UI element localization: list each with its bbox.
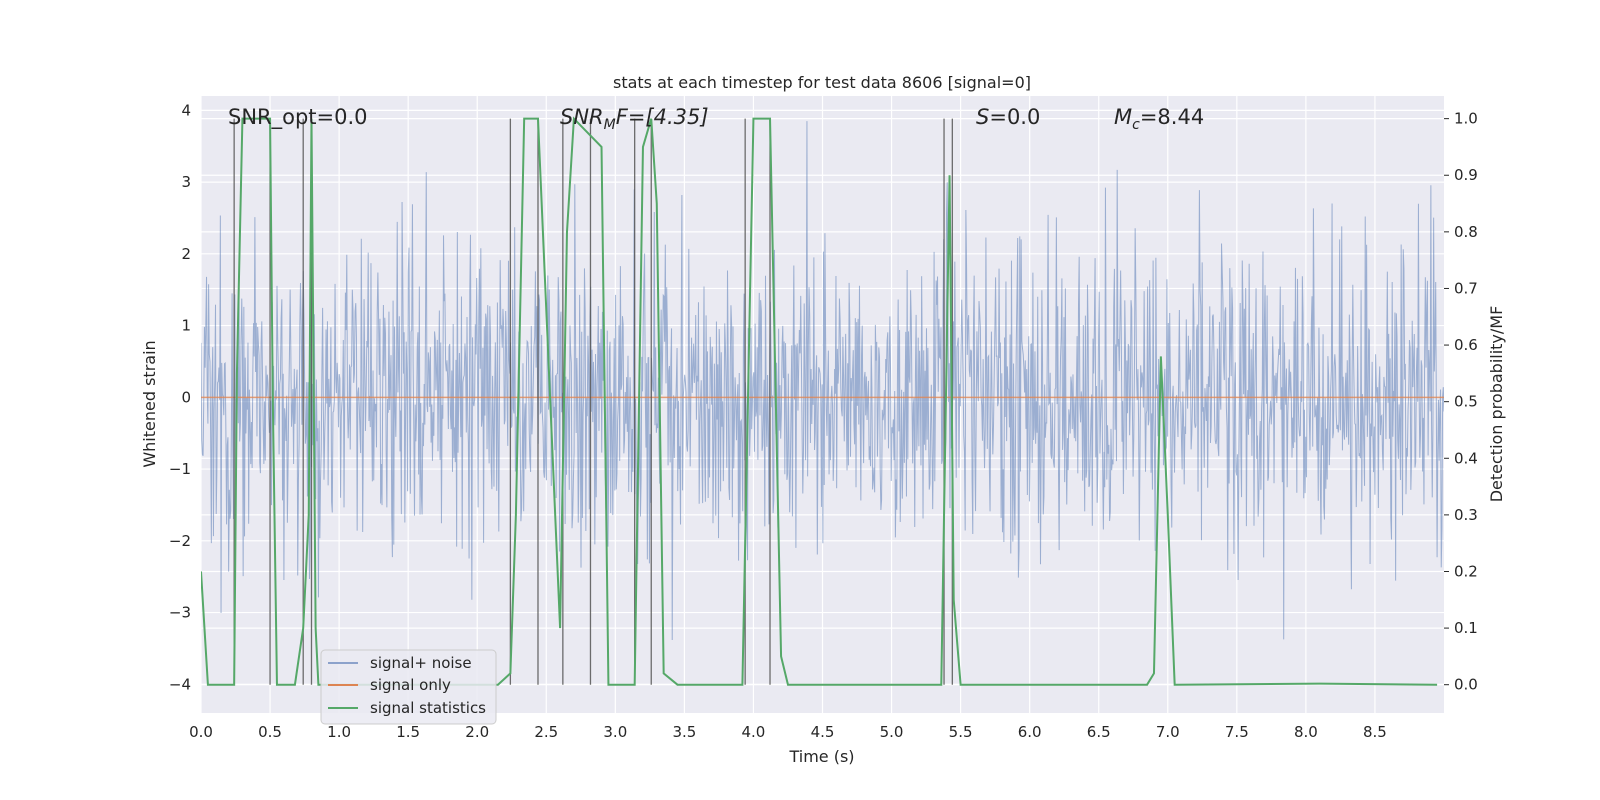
x-tick-label: 6.0: [1018, 723, 1042, 741]
y-left-tick-label: 3: [181, 173, 191, 191]
y-right-tick-label: 0.3: [1454, 506, 1478, 524]
mc-subscript: c: [1132, 117, 1140, 133]
x-tick-label: 2.0: [465, 723, 489, 741]
annotation-snr-opt-text: SNR_opt=0.0: [228, 105, 368, 130]
y-left-tick-label: −3: [169, 604, 191, 622]
signal-statistics-series: [201, 116, 1438, 686]
snr-mf-subscript: M: [604, 117, 616, 133]
x-tick-label: 3.0: [603, 723, 627, 741]
x-tick-label: 1.5: [396, 723, 420, 741]
y-right-tick-label: 0.4: [1454, 449, 1478, 467]
legend-label-signal-statistics: signal statistics: [370, 699, 486, 717]
y-right-tick-label: 0.8: [1454, 223, 1478, 241]
y-left-tick-label: −2: [169, 532, 191, 550]
x-tick-label: 0.5: [258, 723, 282, 741]
x-tick-label: 1.0: [327, 723, 351, 741]
x-tick-label: 7.0: [1156, 723, 1180, 741]
x-tick-label: 6.5: [1087, 723, 1111, 741]
x-tick-label: 5.5: [949, 723, 973, 741]
annotation-mc-text: =8.44: [1140, 105, 1204, 129]
y-right-tick-label: 0.0: [1454, 676, 1478, 694]
y-left-tick-label: −1: [169, 460, 191, 478]
y-left-tick-label: 4: [181, 101, 191, 119]
x-tick-label: 8.0: [1294, 723, 1318, 741]
legend-label-signal-noise: signal+ noise: [370, 654, 472, 672]
y-right-tick-label: 0.2: [1454, 562, 1478, 580]
y-right-tick-label: 0.1: [1454, 619, 1478, 637]
x-axis-ticks: 0.0 0.5 1.0 1.5 2.0 2.5 3.0 3.5 4.0 4.5 5.0 5.5 6.0 6…: [189, 723, 1387, 741]
s-symbol: S: [976, 105, 989, 129]
mc-base: M: [1114, 105, 1132, 129]
y-right-axis-label: Detection probability/MF: [1487, 306, 1506, 503]
legend-label-signal-only: signal only: [370, 676, 451, 694]
marker-lines: [233, 118, 953, 685]
annotation-snr-mf: SNRMF=[4.35]: [560, 105, 709, 133]
x-tick-label: 4.5: [811, 723, 835, 741]
annotation-mc: Mc=8.44: [1114, 105, 1204, 133]
x-axis-label: Time (s): [788, 747, 854, 766]
y-right-tick-label: 0.9: [1454, 166, 1478, 184]
y-left-axis-label: Whitened strain: [140, 340, 159, 467]
y-right-tick-label: 0.7: [1454, 279, 1478, 297]
y-left-axis-ticks: 4 3 2 1 0 −1 −2 −3 −4: [169, 101, 191, 693]
x-tick-label: 7.5: [1225, 723, 1249, 741]
x-tick-label: 0.0: [189, 723, 213, 741]
chart-title: stats at each timestep for test data 860…: [613, 73, 1031, 92]
x-tick-label: 4.0: [742, 723, 766, 741]
y-left-tick-label: 2: [181, 245, 191, 263]
legend: signal+ noise signal only signal statist…: [320, 649, 497, 725]
y-left-tick-label: 0: [181, 388, 191, 406]
signal-statistics-line: [201, 116, 1438, 686]
annotation-s-text: =0.0: [989, 105, 1040, 129]
annotation-snr-opt: SNR_opt=0.0: [228, 105, 368, 130]
signal-noise-line: [201, 121, 1444, 640]
y-left-tick-label: 1: [181, 317, 191, 335]
y-right-tick-label: 0.5: [1454, 393, 1478, 411]
y-right-axis-ticks: 1.0 0.9 0.8 0.7 0.6 0.5 0.4 0.3 0.2 0.1 0.0: [1444, 110, 1478, 694]
annotation-snr-mf-text: F=[4.35]: [616, 105, 709, 129]
legend-box: [320, 649, 497, 725]
y-left-tick-label: −4: [169, 675, 191, 693]
x-tick-label: 5.0: [880, 723, 904, 741]
x-tick-label: 8.5: [1363, 723, 1387, 741]
y-right-tick-label: 0.6: [1454, 336, 1478, 354]
x-tick-label: 3.5: [672, 723, 696, 741]
y-right-tick-label: 1.0: [1454, 110, 1478, 128]
annotation-s: S=0.0: [976, 105, 1040, 129]
x-tick-label: 2.5: [534, 723, 558, 741]
strain-series: [201, 121, 1444, 640]
snr-mf-base: SNR: [560, 105, 604, 129]
